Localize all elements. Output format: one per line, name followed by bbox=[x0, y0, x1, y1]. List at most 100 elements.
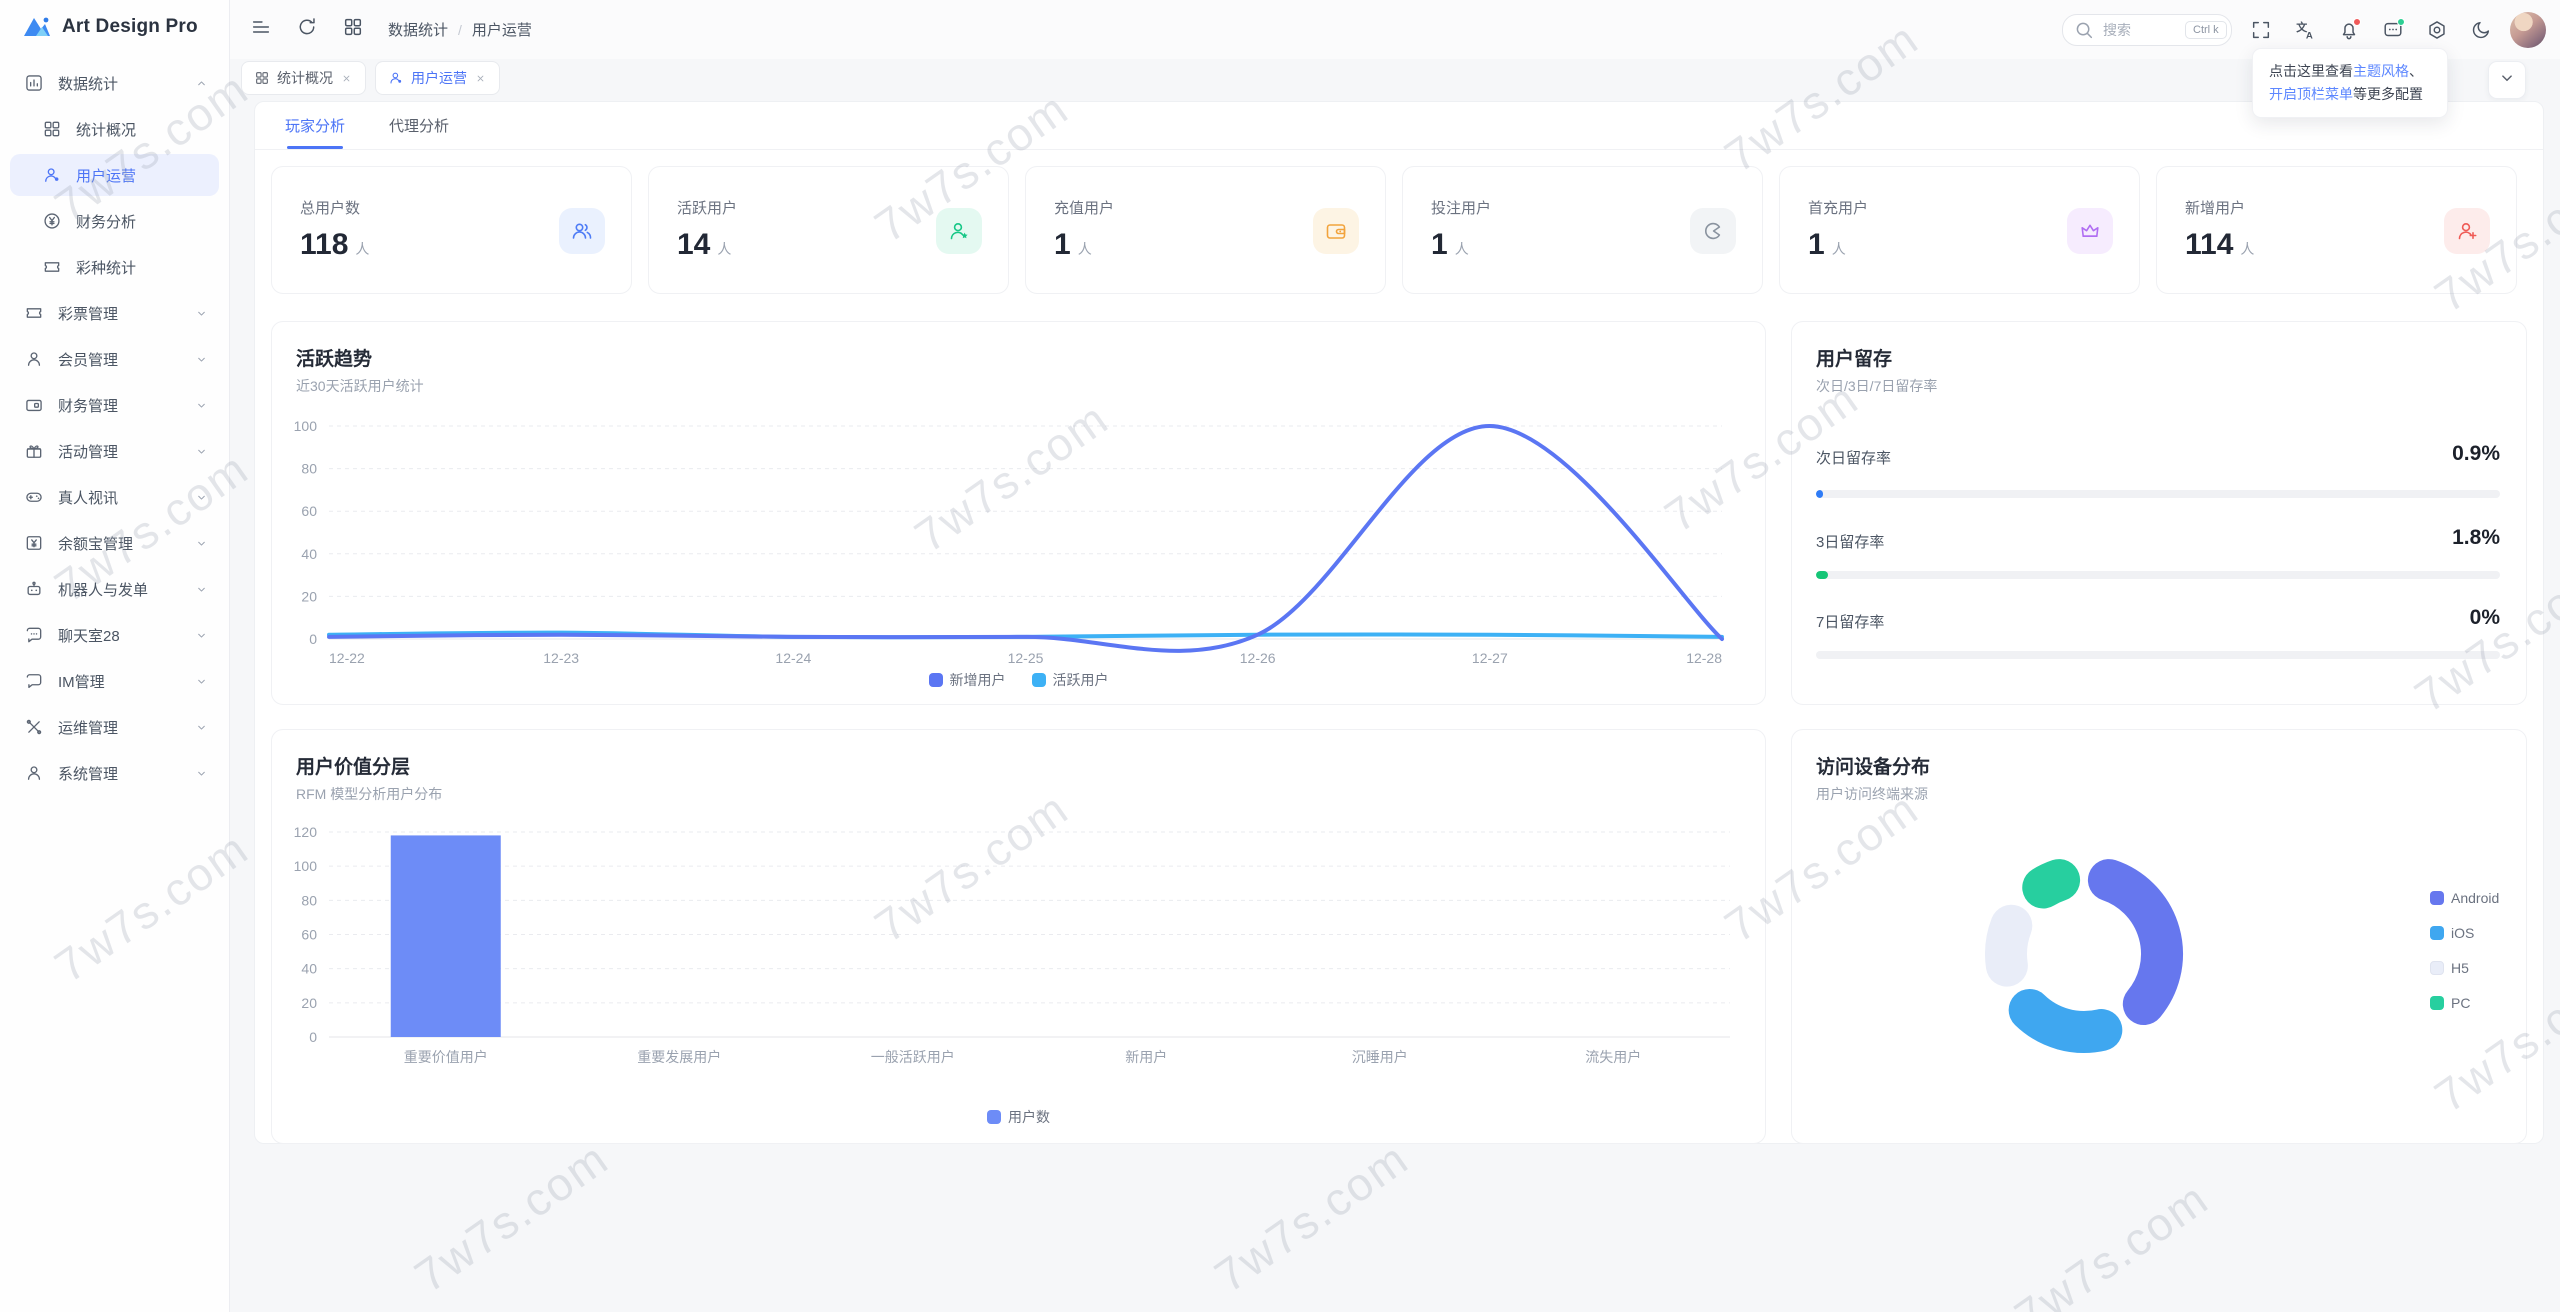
content-tab-代理分析[interactable]: 代理分析 bbox=[389, 118, 450, 135]
stat-value-row: 14 人 bbox=[677, 228, 980, 262]
sidebar-item-运维管理[interactable]: 运维管理 bbox=[10, 706, 219, 748]
card-subtitle: 近30天活跃用户统计 bbox=[296, 378, 424, 394]
refresh-button[interactable] bbox=[290, 13, 324, 47]
sidebar-item-会员管理[interactable]: 会员管理 bbox=[10, 338, 219, 380]
legend-label: Android bbox=[2451, 890, 2500, 906]
user-icon bbox=[24, 349, 46, 369]
device-distribution-card: 访问设备分布 用户访问终端来源 Android iOS H5 PC bbox=[1791, 729, 2527, 1144]
retention-value: 0% bbox=[2469, 606, 2500, 629]
analysis-tabs: 玩家分析 代理分析 bbox=[255, 102, 2543, 150]
apps-button[interactable] bbox=[336, 13, 370, 47]
badge-dot bbox=[2397, 17, 2405, 26]
content-tab-玩家分析[interactable]: 玩家分析 bbox=[285, 102, 345, 149]
sidebar-item-label: 真人视讯 bbox=[58, 489, 119, 507]
avatar[interactable] bbox=[2510, 11, 2546, 48]
tools-icon bbox=[24, 717, 46, 737]
sidebar-item-财务分析[interactable]: 财务分析 bbox=[10, 200, 219, 242]
legend-item-用户数[interactable]: 用户数 bbox=[987, 1107, 1050, 1127]
message-button[interactable] bbox=[2376, 13, 2410, 47]
retention-progress bbox=[1816, 571, 2500, 579]
sidebar-item-label: 会员管理 bbox=[58, 351, 119, 369]
breadcrumb-item[interactable]: 用户运营 bbox=[471, 22, 532, 39]
tab-统计概况[interactable]: 统计概况 bbox=[241, 61, 366, 95]
tab-options-button[interactable] bbox=[2488, 61, 2526, 99]
user-value-card: 用户价值分层 RFM 模型分析用户分布 0 20 40 60 80 100 120 重要价值用… bbox=[271, 729, 1766, 1144]
sidebar-item-label: IM管理 bbox=[58, 673, 105, 691]
wallet-icon bbox=[1313, 208, 1359, 254]
card-title: 访问设备分布 bbox=[1816, 757, 1931, 778]
legend-label: 用户数 bbox=[1008, 1109, 1050, 1125]
close-icon[interactable] bbox=[340, 72, 353, 85]
legend-label: 活跃用户 bbox=[1052, 672, 1109, 688]
safe-icon bbox=[24, 533, 46, 553]
stats-row: 总用户数 118 人活跃用户 14 人充值用户 1 人投注用户 1 人首充用户 1 人新增用户 114… bbox=[271, 166, 2517, 294]
user-icon bbox=[24, 763, 46, 783]
sidebar-item-系统管理[interactable]: 系统管理 bbox=[10, 752, 219, 794]
stat-unit: 人 bbox=[1454, 241, 1469, 257]
sidebar-item-label: 彩票管理 bbox=[58, 305, 119, 323]
sidebar-item-统计概况[interactable]: 统计概况 bbox=[10, 108, 219, 150]
search-box[interactable]: Ctrl k bbox=[2062, 13, 2232, 46]
card-subtitle: 用户访问终端来源 bbox=[1816, 786, 1928, 802]
legend-marker bbox=[2430, 961, 2444, 975]
sidebar-item-财务管理[interactable]: 财务管理 bbox=[10, 384, 219, 426]
stat-label: 新增用户 bbox=[2185, 200, 2246, 217]
moon-button[interactable] bbox=[2464, 13, 2498, 47]
chevron-down-icon bbox=[194, 766, 209, 781]
sidebar-item-活动管理[interactable]: 活动管理 bbox=[10, 430, 219, 472]
grid-icon bbox=[254, 70, 270, 86]
sidebar-item-IM管理[interactable]: IM管理 bbox=[10, 660, 219, 702]
tab-用户运营[interactable]: 用户运营 bbox=[375, 61, 500, 95]
close-icon[interactable] bbox=[474, 72, 487, 85]
retention-label: 3日留存率 bbox=[1816, 534, 1885, 551]
tab-label: 用户运营 bbox=[411, 70, 467, 86]
sidebar-item-机器人与发单[interactable]: 机器人与发单 bbox=[10, 568, 219, 610]
legend-item-H5[interactable]: H5 bbox=[2430, 960, 2499, 976]
chevron-down-icon bbox=[194, 444, 209, 459]
sidebar-item-label: 余额宝管理 bbox=[58, 535, 134, 553]
sidebar-item-真人视讯[interactable]: 真人视讯 bbox=[10, 476, 219, 518]
breadcrumb-separator: / bbox=[458, 21, 462, 38]
gear-button[interactable] bbox=[2420, 13, 2454, 47]
topbar-left: 数据统计 / 用户运营 bbox=[230, 13, 532, 47]
legend-item-PC[interactable]: PC bbox=[2430, 995, 2499, 1011]
fullscreen-button[interactable] bbox=[2244, 13, 2278, 47]
legend-item-iOS[interactable]: iOS bbox=[2430, 925, 2499, 941]
svg-text:60: 60 bbox=[301, 503, 317, 519]
legend-item-Android[interactable]: Android bbox=[2430, 890, 2499, 906]
stat-unit: 人 bbox=[717, 241, 732, 257]
legend-item-新增用户[interactable]: 新增用户 bbox=[928, 670, 1006, 690]
sidebar-item-彩种统计[interactable]: 彩种统计 bbox=[10, 246, 219, 288]
chevron-down-icon bbox=[2496, 67, 2518, 94]
sidebar-item-聊天室28[interactable]: 聊天室28 bbox=[10, 614, 219, 656]
svg-text:一般活跃用户: 一般活跃用户 bbox=[871, 1049, 955, 1065]
bell-icon bbox=[2338, 19, 2360, 41]
bell-button[interactable] bbox=[2332, 13, 2366, 47]
legend-item-活跃用户[interactable]: 活跃用户 bbox=[1031, 670, 1109, 690]
tooltip-link[interactable]: 主题风格 bbox=[2353, 63, 2409, 79]
tooltip-text: 点击这里查看 bbox=[2269, 63, 2353, 79]
retention-progress bbox=[1816, 651, 2500, 659]
stat-card-投注用户: 投注用户 1 人 bbox=[1402, 166, 1763, 294]
watermark: 7w7s.com bbox=[2005, 1171, 2218, 1312]
search-input[interactable] bbox=[2101, 20, 2185, 39]
stat-unit: 人 bbox=[1077, 241, 1092, 257]
sidebar-item-彩票管理[interactable]: 彩票管理 bbox=[10, 292, 219, 334]
stat-card-首充用户: 首充用户 1 人 bbox=[1779, 166, 2140, 294]
legend-label: iOS bbox=[2451, 925, 2475, 941]
app-logo[interactable]: Art Design Pro bbox=[0, 0, 229, 50]
card-icon bbox=[24, 395, 46, 415]
ticket-icon bbox=[24, 303, 46, 323]
sidebar-item-数据统计[interactable]: 数据统计 bbox=[10, 62, 219, 104]
sidebar-item-余额宝管理[interactable]: 余额宝管理 bbox=[10, 522, 219, 564]
search-icon bbox=[2073, 19, 2095, 41]
breadcrumb-item[interactable]: 数据统计 bbox=[388, 22, 449, 39]
stat-value: 14 bbox=[677, 228, 711, 261]
menu-collapse-button[interactable] bbox=[244, 13, 278, 47]
sidebar-item-用户运营[interactable]: 用户运营 bbox=[10, 154, 219, 196]
tooltip-link[interactable]: 开启顶栏菜单 bbox=[2269, 86, 2353, 102]
svg-text:20: 20 bbox=[301, 995, 317, 1011]
